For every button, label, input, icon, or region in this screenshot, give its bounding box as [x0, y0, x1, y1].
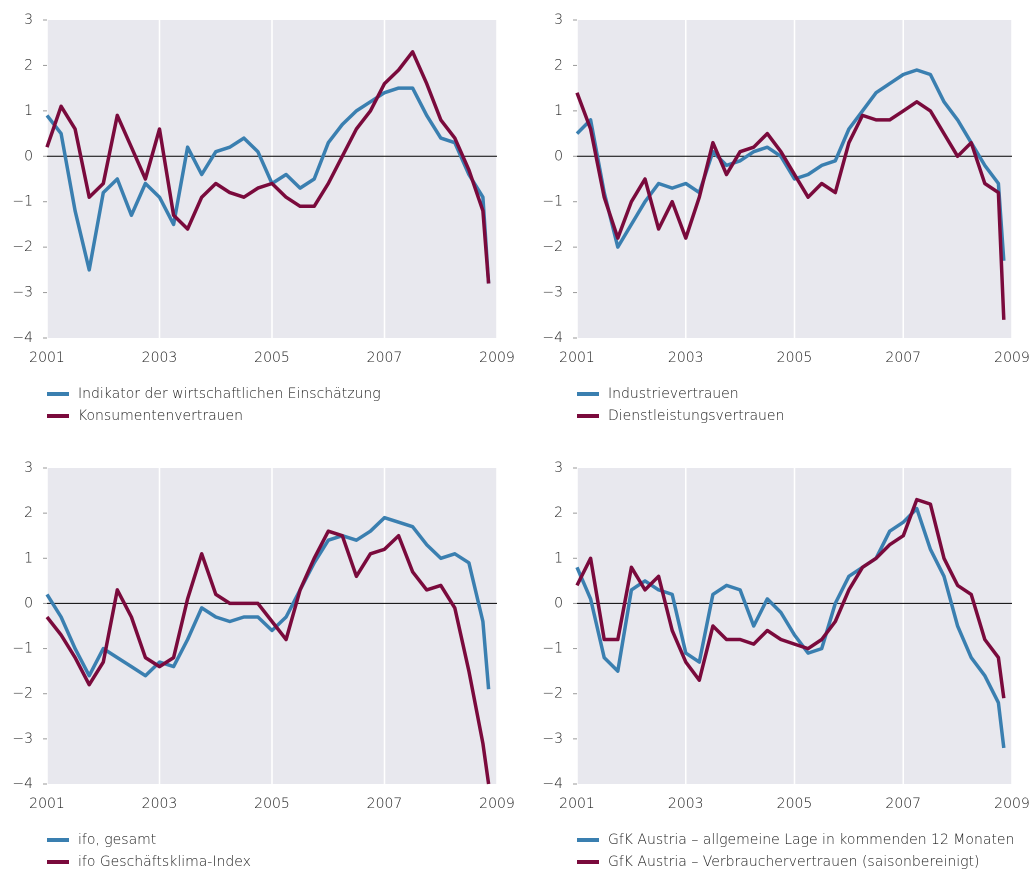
- y-tick-label: −3: [12, 285, 33, 301]
- y-tick-label: 2: [554, 505, 563, 521]
- y-tick-label: −4: [12, 776, 33, 792]
- legend-label: Dienstleistungsvertrauen: [608, 408, 784, 424]
- x-tick-label: 2001: [559, 796, 595, 812]
- y-tick-label: 2: [554, 57, 563, 73]
- y-tick-label: 0: [24, 148, 33, 164]
- legend-label: Industrievertrauen: [608, 386, 739, 402]
- x-tick-label: 2009: [994, 350, 1030, 366]
- y-tick-label: −3: [542, 731, 563, 747]
- x-tick-label: 2001: [559, 350, 595, 366]
- y-tick-label: −1: [12, 641, 33, 657]
- legend-label: ifo, gesamt: [78, 832, 156, 848]
- x-tick-label: 2009: [479, 350, 515, 366]
- series-line: [575, 92, 1006, 320]
- y-tick-label: 3: [554, 12, 563, 28]
- y-tick-label: 0: [24, 595, 33, 611]
- y-tick-label: −1: [542, 641, 563, 657]
- x-tick-label: 2001: [29, 350, 65, 366]
- y-tick-label: 2: [24, 57, 33, 73]
- series-line: [575, 497, 1006, 699]
- legend-label: GfK Austria – Verbrauchervertrauen (sais…: [608, 854, 979, 870]
- x-tick-label: 2007: [885, 796, 921, 812]
- y-tick-label: −3: [12, 731, 33, 747]
- y-tick-label: 1: [24, 550, 33, 566]
- x-tick-label: 2005: [254, 796, 290, 812]
- x-tick-label: 2005: [777, 350, 813, 366]
- legend-label: ifo Geschäftsklima-Index: [78, 854, 251, 870]
- x-tick-label: 2003: [668, 350, 704, 366]
- legend-label: Konsumentenvertrauen: [78, 408, 243, 424]
- y-tick-label: −3: [542, 285, 563, 301]
- y-tick-label: −4: [542, 776, 563, 792]
- y-tick-label: −4: [542, 330, 563, 346]
- y-tick-label: 1: [554, 550, 563, 566]
- x-tick-label: 2009: [479, 796, 515, 812]
- x-tick-label: 2003: [668, 796, 704, 812]
- series-line: [45, 515, 491, 690]
- x-tick-label: 2005: [777, 796, 813, 812]
- y-tick-label: −2: [12, 686, 33, 702]
- y-tick-label: 0: [554, 148, 563, 164]
- y-tick-label: 3: [24, 460, 33, 476]
- y-tick-label: −2: [12, 239, 33, 255]
- x-tick-label: 2007: [367, 350, 403, 366]
- y-tick-label: −2: [542, 686, 563, 702]
- series-line: [45, 529, 491, 785]
- x-tick-label: 2005: [254, 350, 290, 366]
- x-tick-label: 2003: [142, 350, 178, 366]
- x-tick-label: 2003: [142, 796, 178, 812]
- x-tick-label: 2001: [29, 796, 65, 812]
- y-tick-label: 2: [24, 505, 33, 521]
- y-tick-label: 3: [554, 460, 563, 476]
- y-tick-label: −1: [12, 194, 33, 210]
- y-tick-label: −4: [12, 330, 33, 346]
- y-tick-label: −2: [542, 239, 563, 255]
- y-tick-label: 3: [24, 12, 33, 28]
- x-tick-label: 2007: [367, 796, 403, 812]
- legend-label: Indikator der wirtschaftlichen Einschätz…: [78, 386, 381, 402]
- x-tick-label: 2007: [885, 350, 921, 366]
- x-tick-label: 2009: [994, 796, 1030, 812]
- legend-label: GfK Austria – allgemeine Lage in kommend…: [608, 832, 1014, 848]
- series-line: [45, 50, 491, 284]
- y-tick-label: 1: [24, 103, 33, 119]
- y-tick-label: 0: [554, 595, 563, 611]
- y-tick-label: −1: [542, 194, 563, 210]
- y-tick-label: 1: [554, 103, 563, 119]
